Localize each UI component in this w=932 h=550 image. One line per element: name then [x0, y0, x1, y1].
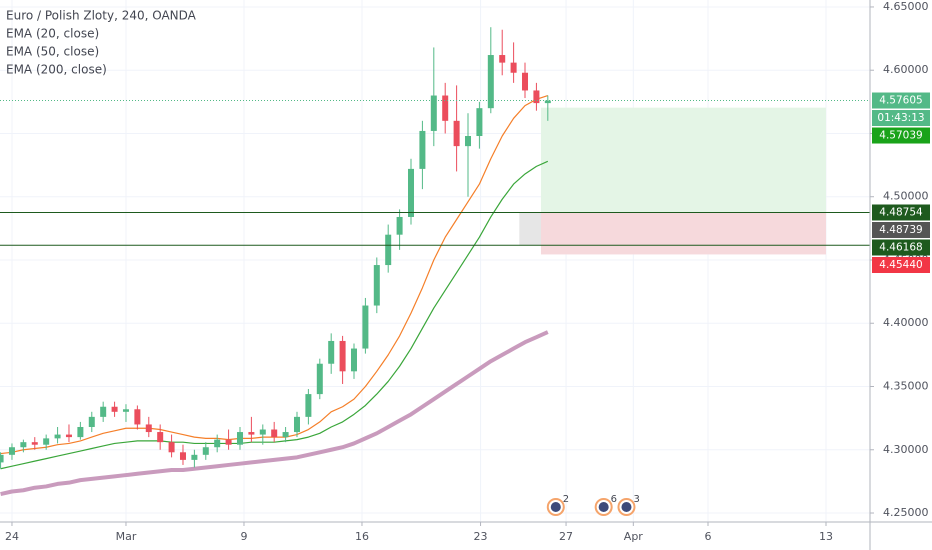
candle-body	[145, 424, 152, 433]
legend-entry: EMA (20, close)	[6, 27, 99, 41]
price-label-box	[872, 204, 930, 221]
x-tick-label: 6	[704, 530, 711, 543]
price-label-box	[872, 221, 930, 238]
candle-body	[214, 439, 221, 448]
event-count: 6	[611, 494, 617, 505]
candle-body	[510, 62, 517, 73]
event-count: 2	[563, 494, 569, 505]
price-label-box	[872, 239, 930, 256]
candle-body	[271, 429, 278, 438]
x-tick-label: 23	[474, 530, 488, 543]
price-label: 4.48754	[879, 206, 923, 218]
x-tick-label: 27	[559, 530, 573, 543]
candle-body	[0, 454, 4, 463]
countdown: 01:43:13	[877, 112, 924, 124]
candle-body	[487, 55, 494, 109]
legend-entry: EMA (200, close)	[6, 63, 107, 77]
candle-body	[20, 442, 27, 448]
candle-body	[533, 90, 540, 104]
candle-body	[316, 363, 323, 395]
candle-body	[522, 72, 529, 91]
profit-zone	[540, 107, 826, 213]
x-tick-label: 9	[240, 530, 247, 543]
candle-body	[179, 452, 186, 460]
candle-body	[88, 416, 95, 427]
candle-body	[8, 447, 15, 455]
candle-body	[225, 439, 232, 445]
candle-body	[442, 95, 449, 121]
candle-body	[373, 265, 380, 306]
candle-body	[419, 130, 426, 169]
countdown-box	[872, 110, 930, 127]
candle-body	[339, 340, 346, 372]
price-label-box	[872, 256, 930, 273]
candle-body	[202, 447, 209, 455]
candle-body	[31, 442, 38, 445]
candle-body	[122, 409, 129, 412]
candle-body	[54, 434, 61, 439]
price-label-box	[872, 127, 930, 144]
chart-title: Euro / Polish Zloty, 240, OANDA	[6, 9, 197, 23]
candle-body	[43, 438, 50, 445]
candle-body	[77, 426, 84, 438]
candle-body	[385, 234, 392, 266]
candle-body	[305, 394, 312, 417]
loss-zone	[540, 212, 826, 255]
candle-body	[168, 442, 175, 453]
price-label: 4.46168	[879, 241, 922, 253]
y-tick-label: 4.50000	[883, 190, 929, 203]
event-icon-inner	[550, 502, 561, 512]
x-tick-label: 13	[819, 530, 833, 543]
ema-line	[0, 330, 549, 496]
candle-body	[100, 406, 107, 417]
event-icon-inner	[598, 502, 609, 512]
candle-body	[134, 409, 141, 425]
legend-entry: EMA (50, close)	[6, 45, 99, 59]
x-tick-label: Mar	[116, 530, 137, 543]
price-label: 4.57039	[879, 130, 922, 142]
candle-body	[293, 416, 300, 433]
price-label: 4.45440	[879, 259, 922, 271]
candle-body	[248, 432, 255, 435]
candle-body	[65, 434, 72, 438]
candle-body	[408, 168, 415, 217]
candle-body	[282, 432, 289, 438]
y-tick-label: 4.30000	[883, 443, 929, 456]
candle-body	[157, 432, 164, 443]
y-tick-label: 4.25000	[883, 506, 929, 519]
price-label: 4.48739	[879, 224, 922, 236]
candle-body	[544, 100, 551, 104]
x-tick-label: 24	[5, 530, 19, 543]
y-tick-label: 4.40000	[883, 316, 929, 329]
candle-body	[259, 429, 266, 435]
candle-body	[430, 95, 437, 131]
candle-body	[476, 108, 483, 137]
range-box	[519, 212, 541, 246]
x-tick-label: Apr	[624, 530, 644, 543]
candle-body	[465, 136, 472, 147]
candle-body	[111, 406, 118, 412]
x-tick-label: 16	[355, 530, 369, 543]
candle-body	[191, 454, 198, 460]
candle-body	[453, 120, 460, 147]
y-tick-label: 4.35000	[883, 380, 929, 393]
candle-body	[499, 55, 506, 63]
price-label: 4.57605	[879, 95, 922, 107]
event-icon-inner	[621, 502, 632, 512]
candle-body	[350, 348, 357, 372]
y-tick-label: 4.65000	[883, 0, 929, 13]
plot: 2 6 3	[0, 0, 870, 522]
event-count: 3	[633, 494, 639, 505]
price-label-box	[872, 92, 930, 109]
candle-body	[328, 340, 335, 364]
candle-body	[396, 216, 403, 235]
candle-body	[362, 305, 369, 349]
y-tick-label: 4.60000	[883, 63, 929, 76]
candle-body	[236, 432, 243, 445]
